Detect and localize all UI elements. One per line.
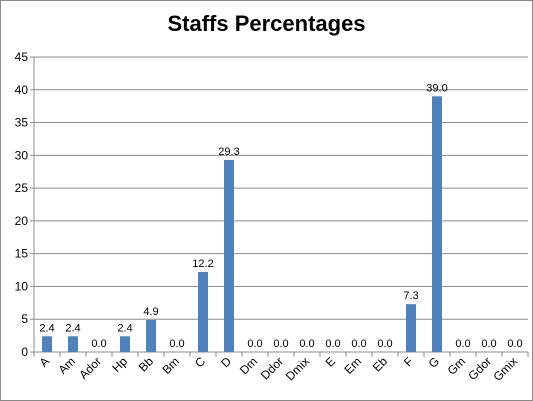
y-tick-label: 20	[15, 214, 29, 228]
y-tick-label: 45	[15, 50, 29, 64]
x-tick-label-em: Em	[341, 354, 364, 377]
x-tick-label-gmix: Gmix	[490, 354, 520, 384]
data-label-dm: 0.0	[247, 338, 262, 350]
data-label-hp: 2.4	[117, 322, 132, 334]
data-label-g: 39.0	[426, 82, 447, 94]
x-tick-label-g: G	[426, 354, 443, 371]
x-tick-label-d: D	[218, 354, 234, 370]
data-label-d: 29.3	[218, 146, 239, 158]
data-label-e: 0.0	[325, 338, 340, 350]
bar-a	[42, 336, 52, 352]
data-label-dmix: 0.0	[299, 338, 314, 350]
x-tick-label-ddor: Ddor	[258, 354, 286, 382]
x-tick-label-dm: Dm	[237, 354, 260, 377]
x-tick-label-bb: Bb	[136, 354, 157, 375]
bar-f	[406, 304, 416, 352]
data-label-c: 12.2	[192, 258, 213, 270]
y-tick-label: 10	[15, 279, 29, 293]
x-tick-label-e: E	[323, 354, 339, 370]
y-tick-label: 5	[21, 312, 28, 326]
y-tick-label: 0	[21, 345, 28, 359]
data-label-gmix: 0.0	[507, 338, 522, 350]
bar-bb	[146, 319, 156, 352]
bar-d	[224, 159, 234, 352]
chart-title: Staffs Percentages	[167, 11, 366, 36]
bar-c	[198, 272, 208, 352]
x-tick-label-gdor: Gdor	[465, 354, 494, 383]
x-tick-label-dmix: Dmix	[283, 354, 312, 383]
data-label-bm: 0.0	[169, 338, 184, 350]
x-tick-label-am: Am	[55, 354, 78, 377]
data-label-am: 2.4	[65, 322, 80, 334]
bar-am	[68, 336, 78, 352]
y-tick-label: 35	[15, 116, 29, 130]
x-tick-label-bm: Bm	[159, 354, 182, 377]
x-tick-label-c: C	[192, 354, 208, 370]
x-tick-label-f: F	[401, 354, 416, 369]
data-label-bb: 4.9	[143, 306, 158, 318]
data-label-gdor: 0.0	[481, 338, 496, 350]
y-tick-label: 15	[15, 247, 29, 261]
y-tick-label: 25	[15, 181, 29, 195]
x-tick-label-eb: Eb	[370, 354, 391, 375]
data-label-a: 2.4	[39, 322, 54, 334]
data-label-em: 0.0	[351, 338, 366, 350]
data-label-gm: 0.0	[455, 338, 470, 350]
x-tick-label-gm: Gm	[445, 354, 469, 378]
bar-g	[432, 96, 442, 352]
x-tick-label-ador: Ador	[76, 354, 104, 382]
bar-hp	[120, 336, 130, 352]
y-tick-label: 40	[15, 83, 29, 97]
data-label-eb: 0.0	[377, 338, 392, 350]
y-tick-label: 30	[15, 148, 29, 162]
data-label-ador: 0.0	[91, 338, 106, 350]
x-tick-label-a: A	[37, 354, 53, 370]
data-label-ddor: 0.0	[273, 338, 288, 350]
data-label-f: 7.3	[403, 290, 418, 302]
x-tick-label-hp: Hp	[109, 354, 130, 375]
